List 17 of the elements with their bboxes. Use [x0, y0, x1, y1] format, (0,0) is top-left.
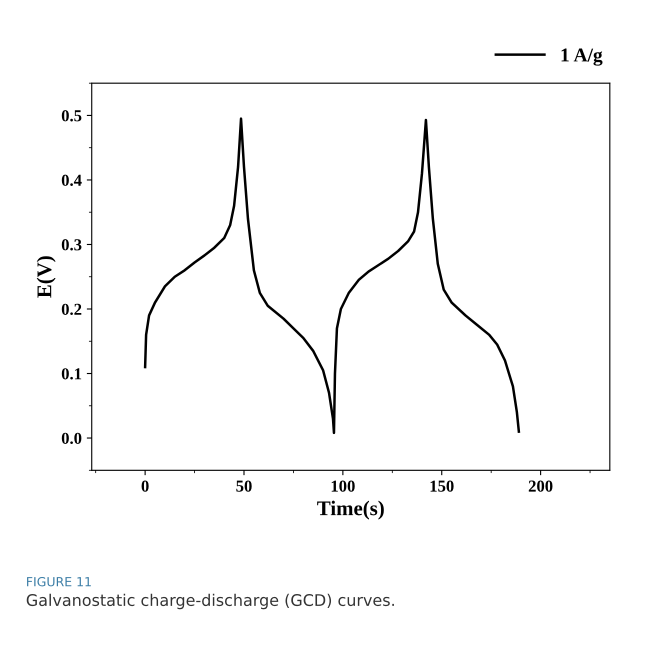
- x-tick-label: 150: [430, 480, 454, 492]
- y-tick-label: 0.2: [62, 304, 82, 316]
- x-tick-label: 200: [528, 480, 552, 492]
- x-tick-label: 100: [332, 480, 355, 492]
- caption: FIGURE 11: [27, 576, 91, 586]
- y-tick-label: 0.4: [62, 174, 82, 186]
- line-series: [144, 117, 520, 434]
- x-tick-label: 50: [236, 480, 252, 492]
- x-axis-title: Time(s): [317, 500, 384, 520]
- y-axis-title: E(V): [36, 256, 56, 298]
- text: Galvanostatic charge-discharge (GCD) curves.: [26, 594, 394, 610]
- y-tick-label: 0.5: [62, 110, 82, 122]
- y-tick-label: 0.3: [62, 239, 82, 250]
- y-tick-label: 0.1: [62, 368, 82, 380]
- x-tick-label: 0: [142, 480, 149, 492]
- legend-label: 1 A/g: [562, 48, 602, 66]
- y-tick-label: 0.0: [62, 432, 82, 444]
